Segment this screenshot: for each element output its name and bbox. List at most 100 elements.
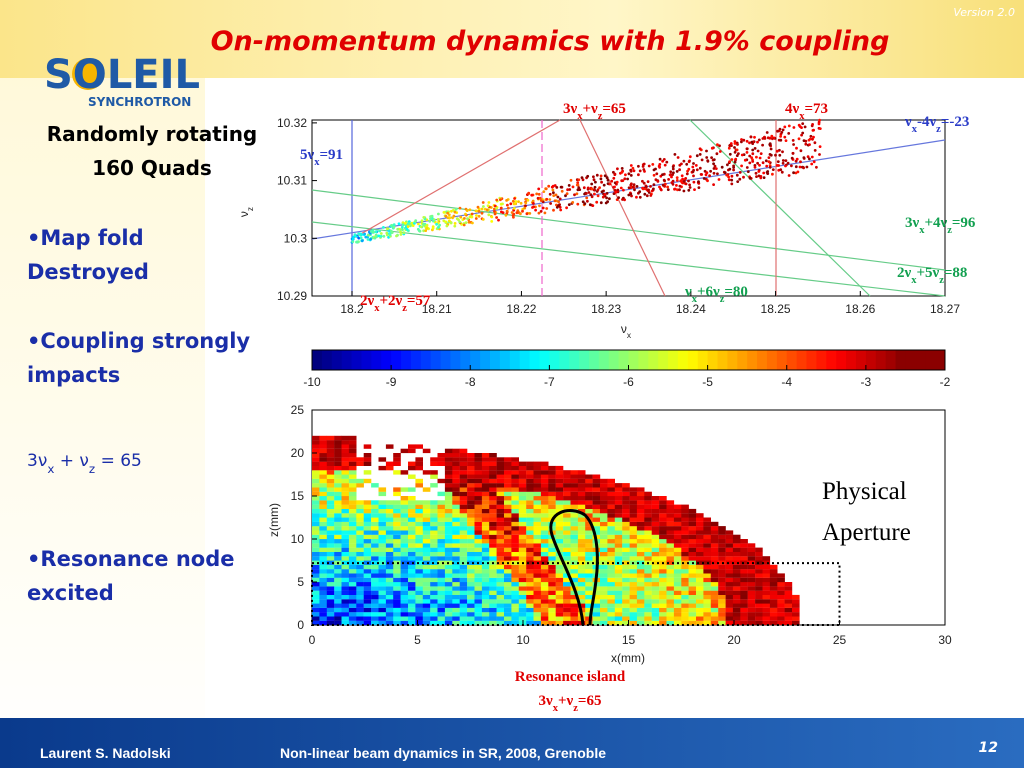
- diffusion-cell: [614, 586, 623, 591]
- diffusion-cell: [563, 491, 571, 497]
- diffusion-cell: [629, 582, 638, 587]
- diffusion-point: [786, 161, 790, 165]
- diffusion-cell: [540, 590, 549, 595]
- diffusion-cell: [319, 577, 327, 583]
- diffusion-cell: [666, 590, 675, 595]
- diffusion-point: [736, 180, 740, 184]
- diffusion-point: [703, 169, 707, 173]
- diffusion-point: [679, 179, 683, 183]
- diffusion-point: [801, 122, 805, 125]
- diffusion-cell: [467, 530, 475, 535]
- diffusion-cell: [334, 457, 342, 462]
- diffusion-cell: [577, 551, 586, 557]
- diffusion-cell: [718, 539, 726, 544]
- colorbar-tick-label: -9: [386, 375, 397, 389]
- diffusion-point: [665, 160, 669, 164]
- diffusion-cell: [371, 521, 379, 527]
- diffusion-cell: [400, 539, 409, 544]
- diffusion-point: [712, 183, 715, 187]
- diffusion-cell: [600, 620, 608, 626]
- diffusion-cell: [622, 556, 630, 561]
- diffusion-cell: [348, 577, 357, 583]
- diffusion-point: [651, 163, 655, 166]
- diffusion-cell: [540, 483, 549, 488]
- diffusion-cell: [526, 513, 534, 518]
- diffusion-cell: [533, 590, 542, 595]
- diffusion-point: [635, 185, 639, 188]
- diffusion-point: [675, 170, 679, 173]
- diffusion-cell: [577, 599, 586, 604]
- diffusion-cell: [489, 461, 497, 466]
- diffusion-point: [559, 185, 563, 189]
- diffusion-cell: [673, 513, 682, 518]
- diffusion-point: [713, 164, 717, 168]
- diffusion-cell: [518, 496, 527, 501]
- diffusion-cell: [585, 590, 593, 595]
- diffusion-cell: [570, 556, 579, 561]
- diffusion-point: [355, 240, 358, 244]
- diffusion-cell: [614, 612, 623, 617]
- diffusion-cell: [496, 534, 505, 540]
- diffusion-cell: [629, 590, 638, 595]
- diffusion-cell: [356, 461, 364, 466]
- diffusion-cell: [496, 599, 505, 604]
- diffusion-cell: [378, 517, 387, 522]
- text-part: +ν: [582, 101, 598, 117]
- diffusion-cell: [356, 478, 364, 484]
- diffusion-point: [738, 171, 742, 174]
- diffusion-cell: [570, 517, 579, 522]
- diffusion-point: [537, 211, 541, 215]
- diffusion-cell: [614, 526, 623, 531]
- diffusion-cell: [415, 534, 423, 540]
- diffusion-cell: [585, 508, 593, 514]
- diffusion-cell: [659, 556, 667, 561]
- diffusion-cell: [444, 448, 453, 454]
- diffusion-cell: [622, 508, 630, 514]
- diffusion-cell: [341, 590, 350, 595]
- diffusion-cell: [747, 543, 756, 548]
- diffusion-point: [504, 213, 508, 217]
- diffusion-cell: [334, 526, 342, 531]
- diffusion-point: [481, 218, 485, 221]
- diffusion-cell: [371, 560, 379, 565]
- diffusion-cell: [688, 551, 697, 557]
- diffusion-cell: [363, 461, 372, 466]
- colorbar-tick-label: -2: [940, 375, 951, 389]
- colorbar-tick-label: -3: [861, 375, 872, 389]
- diffusion-cell: [371, 517, 379, 522]
- diffusion-cell: [636, 560, 645, 565]
- diffusion-cell: [312, 603, 320, 608]
- diffusion-cell: [622, 496, 630, 501]
- diffusion-point: [497, 218, 500, 222]
- diffusion-cell: [481, 500, 490, 505]
- diffusion-cell: [489, 508, 497, 514]
- diffusion-cell: [326, 521, 335, 527]
- diffusion-point: [519, 201, 523, 205]
- diffusion-point: [547, 184, 551, 188]
- diffusion-point: [755, 155, 758, 159]
- diffusion-cell: [496, 496, 505, 501]
- diffusion-cell: [385, 577, 394, 583]
- diffusion-cell: [769, 582, 778, 587]
- bullet: •Resonance node: [27, 547, 235, 571]
- diffusion-cell: [651, 616, 660, 621]
- diffusion-cell: [393, 547, 401, 552]
- diffusion-point: [453, 210, 457, 214]
- diffusion-cell: [430, 573, 438, 578]
- diffusion-cell: [312, 461, 320, 466]
- diffusion-cell: [467, 616, 475, 621]
- x-tick-label: 18.23: [591, 302, 621, 316]
- diffusion-cell: [732, 564, 741, 570]
- diffusion-cell: [356, 607, 364, 613]
- diffusion-cell: [467, 513, 475, 518]
- diffusion-cell: [659, 539, 667, 544]
- diffusion-point: [661, 173, 664, 177]
- diffusion-cell: [408, 594, 416, 600]
- diffusion-point: [807, 138, 811, 142]
- diffusion-cell: [422, 543, 431, 548]
- diffusion-cell: [385, 573, 394, 578]
- x-tick-label: 20: [727, 633, 741, 647]
- diffusion-cell: [385, 569, 394, 574]
- diffusion-cell: [400, 590, 409, 595]
- diffusion-cell: [444, 521, 453, 527]
